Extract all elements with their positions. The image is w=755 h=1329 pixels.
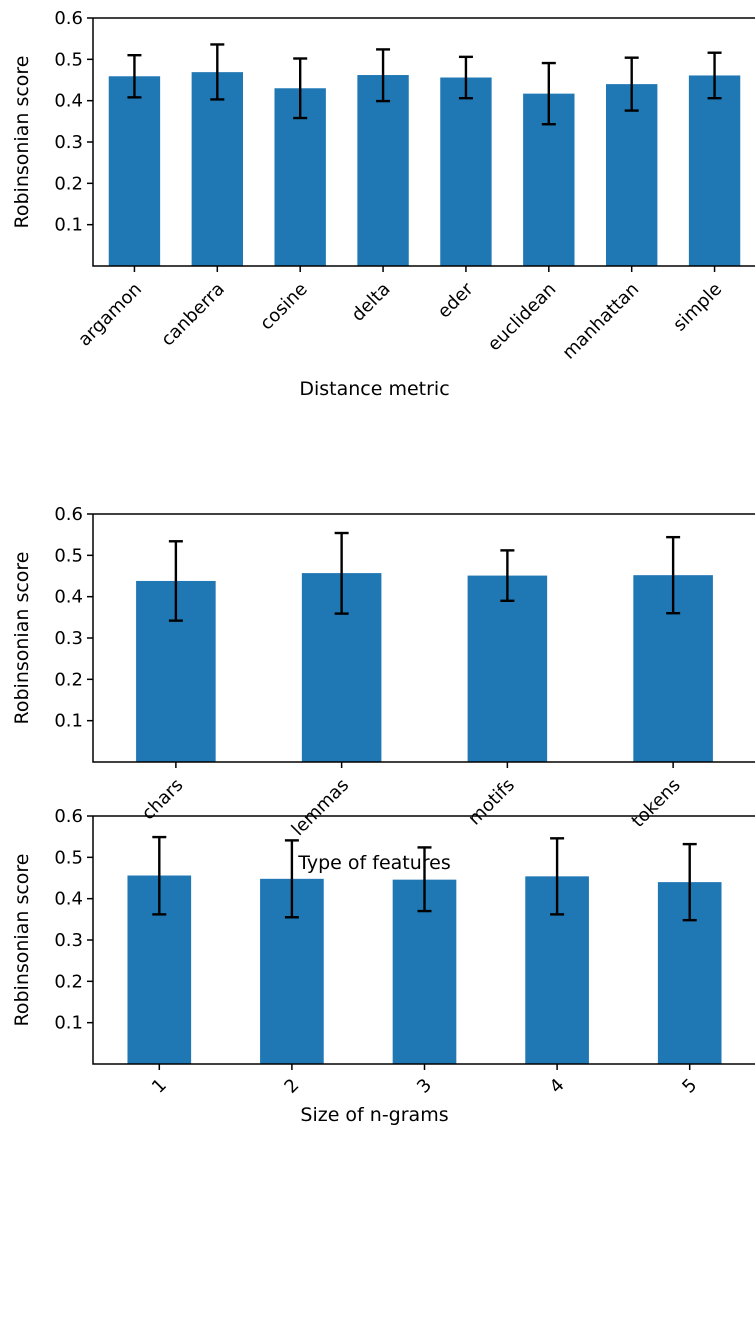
y-tick-label: 0.2 <box>54 971 83 992</box>
bar-eder <box>440 77 492 267</box>
x-tick-label-simple: simple <box>669 279 726 336</box>
x-tick-label-1: 1 <box>148 1075 171 1098</box>
y-tick-label: 0.1 <box>54 711 83 732</box>
bar-argamon <box>108 76 161 266</box>
y-tick-label: 0.6 <box>54 504 83 525</box>
x-tick-label-manhattan: manhattan <box>558 279 643 364</box>
y-tick-label: 0.5 <box>54 847 83 868</box>
y-axis-label: Robinsonian score <box>11 56 33 229</box>
y-tick-label: 0.3 <box>54 930 83 951</box>
y-tick-label: 0.5 <box>54 545 83 566</box>
x-axis-label: Distance metric <box>299 378 449 400</box>
bar-simple <box>688 75 741 266</box>
y-tick-label: 0.3 <box>54 132 83 153</box>
chart-distance-metric: 0.1 0.2 0.3 0.4 0.5 0.6 argamon canberra cosine d… <box>11 8 755 400</box>
x-tick-label-5: 5 <box>678 1075 701 1098</box>
bar-motifs <box>467 575 548 762</box>
y-tick-label: 0.2 <box>54 173 83 194</box>
bar-canberra <box>191 72 244 266</box>
bar-manhattan <box>605 84 658 266</box>
x-tick-label-delta: delta <box>348 279 395 326</box>
y-tick-label: 0.4 <box>54 587 83 608</box>
bar-delta <box>357 75 409 266</box>
y-axis-label: Robinsonian score <box>11 854 33 1027</box>
x-tick-label-argamon: argamon <box>74 279 146 351</box>
y-tick-label: 0.4 <box>54 91 83 112</box>
x-tick-label-eder: eder <box>434 278 478 322</box>
x-axis-label: Type of features <box>297 852 451 874</box>
x-tick-label-3: 3 <box>413 1075 436 1098</box>
x-tick-label-2: 2 <box>280 1075 303 1098</box>
x-tick-label-euclidean: euclidean <box>484 279 561 356</box>
chart-ngram-size: 0.1 0.2 0.3 0.4 0.5 0.6 1 2 3 4 5 Size of n-grams Ro… <box>11 806 755 1126</box>
x-tick-label-4: 4 <box>546 1075 569 1098</box>
y-tick-label: 0.4 <box>54 889 83 910</box>
y-tick-label: 0.1 <box>54 215 83 236</box>
y-tick-label: 0.2 <box>54 669 83 690</box>
y-tick-label: 0.5 <box>54 49 83 70</box>
y-tick-label: 0.1 <box>54 1013 83 1034</box>
x-tick-label-canberra: canberra <box>157 279 229 351</box>
y-tick-label: 0.6 <box>54 8 83 29</box>
y-tick-label: 0.3 <box>54 628 83 649</box>
y-tick-label: 0.6 <box>54 806 83 827</box>
x-axis-label: Size of n-grams <box>300 1104 448 1126</box>
x-tick-label-cosine: cosine <box>256 279 312 335</box>
y-axis-label: Robinsonian score <box>11 552 33 725</box>
